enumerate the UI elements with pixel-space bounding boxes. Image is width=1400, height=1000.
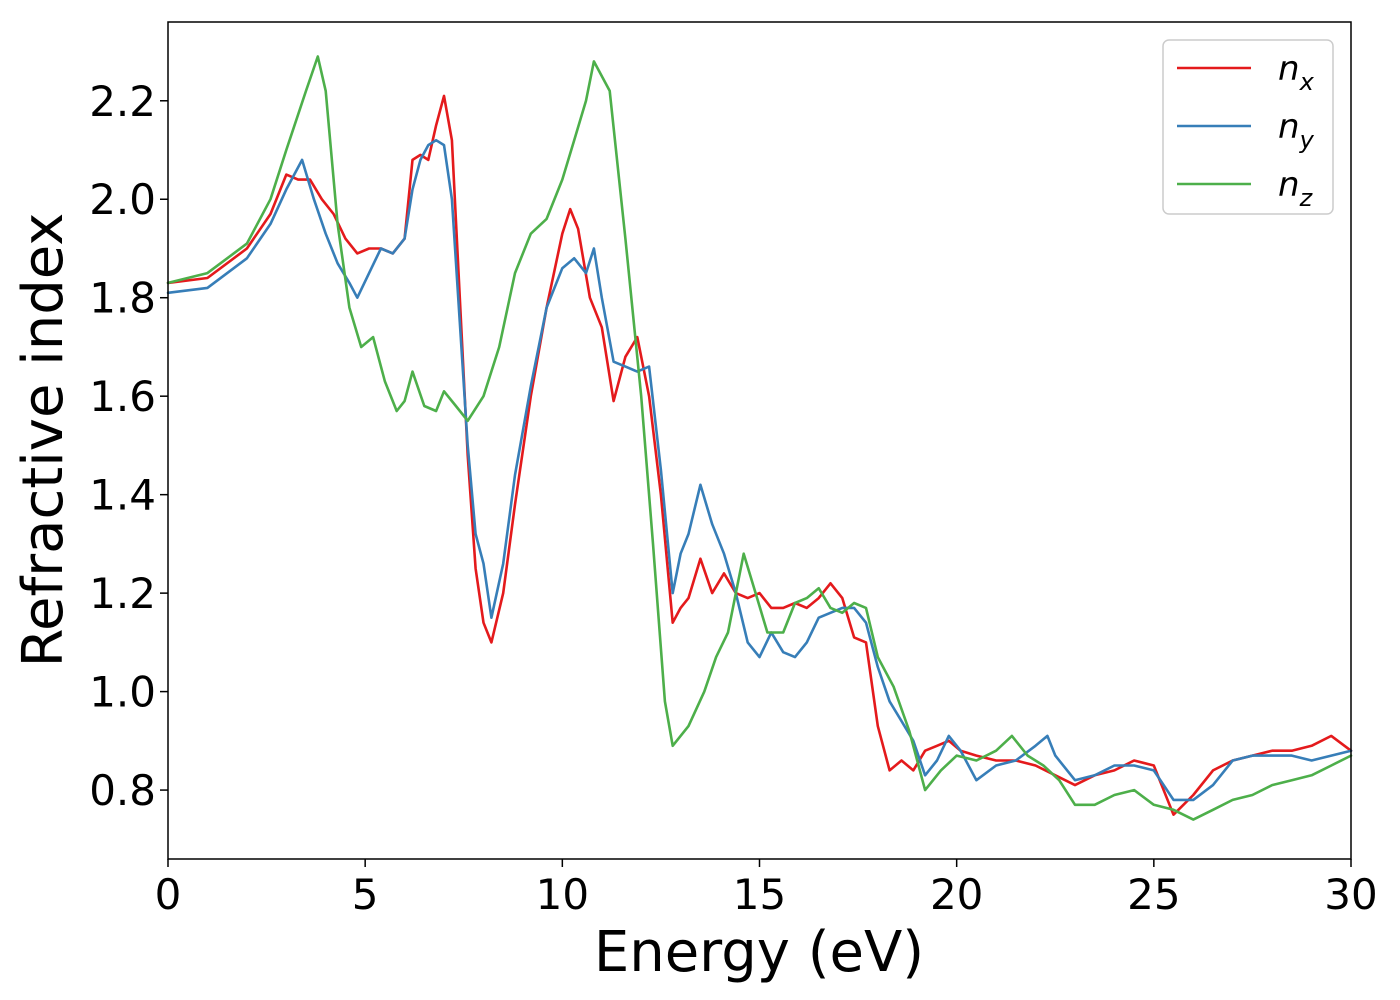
y-tick-label: 1.0 [89, 668, 156, 717]
x-tick-label: 15 [733, 870, 786, 919]
y-tick-label: 0.8 [89, 766, 156, 815]
x-tick-label: 5 [352, 870, 379, 919]
y-tick-label: 2.0 [89, 175, 156, 224]
x-tick-label: 30 [1324, 870, 1377, 919]
x-tick-label: 20 [930, 870, 983, 919]
series-line-ny [166, 138, 1353, 802]
plot-background [168, 22, 1351, 859]
legend-label-ny: ny [1278, 107, 1315, 154]
x-tick-label: 25 [1127, 870, 1180, 919]
x-tick-label: 0 [155, 870, 182, 919]
x-axis-title: Energy (eV) [594, 920, 924, 985]
x-tick-label: 10 [536, 870, 589, 919]
y-tick-label: 1.6 [89, 372, 156, 421]
y-axis-title: Refractive index [11, 213, 76, 668]
y-tick-label: 1.2 [89, 569, 156, 618]
y-tick-label: 1.8 [89, 274, 156, 323]
y-tick-label: 2.2 [89, 77, 156, 126]
y-axis: 0.8 1.0 1.2 1.4 1.6 1.8 2.0 2.2 [89, 77, 168, 815]
series-layer [166, 55, 1353, 821]
series-line-nz [166, 55, 1353, 821]
y-tick-label: 1.4 [89, 471, 156, 520]
x-axis: 0 5 10 15 20 25 30 [155, 859, 1378, 919]
